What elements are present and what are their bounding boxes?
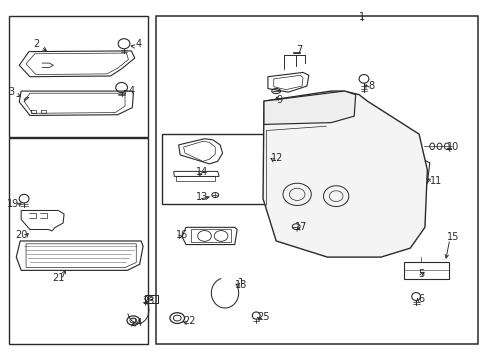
Text: 12: 12 bbox=[270, 153, 283, 163]
Text: 17: 17 bbox=[295, 222, 307, 232]
Text: 13: 13 bbox=[196, 192, 208, 202]
Text: 6: 6 bbox=[417, 294, 423, 304]
Text: 24: 24 bbox=[130, 318, 142, 328]
Text: 3: 3 bbox=[8, 87, 15, 97]
Text: 21: 21 bbox=[52, 273, 64, 283]
Text: 5: 5 bbox=[417, 269, 423, 279]
Text: 22: 22 bbox=[183, 316, 195, 325]
Bar bbox=[161, 134, 277, 204]
Text: 10: 10 bbox=[446, 142, 458, 152]
Text: 4: 4 bbox=[128, 86, 134, 96]
Text: 25: 25 bbox=[256, 312, 269, 322]
Bar bbox=[9, 16, 148, 137]
Polygon shape bbox=[264, 91, 355, 125]
Text: 20: 20 bbox=[16, 230, 28, 239]
Text: 14: 14 bbox=[196, 167, 208, 177]
Text: 23: 23 bbox=[142, 296, 154, 306]
Text: 19: 19 bbox=[7, 199, 19, 210]
Bar bbox=[144, 296, 158, 303]
Text: 15: 15 bbox=[446, 232, 458, 242]
Bar bbox=[404, 262, 448, 279]
Polygon shape bbox=[263, 91, 427, 257]
Text: 8: 8 bbox=[367, 81, 374, 91]
Text: 9: 9 bbox=[276, 95, 282, 105]
Text: 11: 11 bbox=[429, 176, 441, 186]
Text: 7: 7 bbox=[296, 45, 302, 55]
Text: 16: 16 bbox=[176, 230, 188, 239]
Text: 1: 1 bbox=[358, 12, 364, 22]
Text: 4: 4 bbox=[135, 40, 142, 49]
Bar bbox=[156, 16, 477, 344]
Text: 2: 2 bbox=[33, 40, 40, 49]
Bar bbox=[9, 138, 148, 344]
Text: 18: 18 bbox=[234, 280, 246, 290]
